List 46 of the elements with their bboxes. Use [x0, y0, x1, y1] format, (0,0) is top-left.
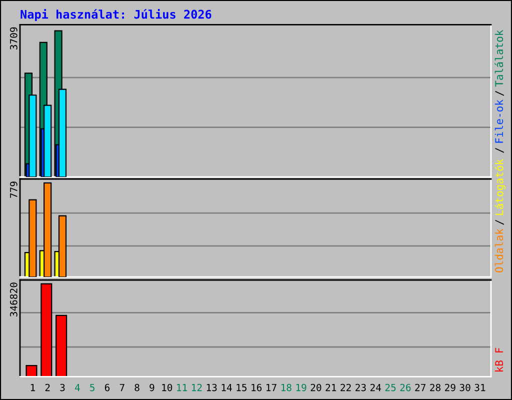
- x-tick-label: 10: [162, 384, 172, 392]
- x-tick-label: 17: [266, 384, 276, 392]
- x-tick-label: 18: [281, 384, 292, 392]
- x-tick-label: 4: [74, 384, 80, 392]
- bar: [44, 182, 52, 277]
- x-tick-label: 31: [474, 384, 486, 392]
- x-tick-label: 20: [310, 384, 322, 392]
- x-tick-label: 28: [430, 384, 440, 392]
- x-tick-label: 22: [340, 384, 351, 392]
- text: kB F: [494, 348, 503, 372]
- bar: [58, 215, 67, 277]
- x-tick-label: 16: [252, 384, 262, 392]
- x-tick-label: 21: [326, 384, 336, 392]
- text: /: [495, 220, 504, 225]
- x-tick-label: 27: [415, 384, 426, 392]
- x-tick-label: 3: [60, 384, 65, 392]
- chart-title: Napi használat: Július 2026: [20, 8, 212, 22]
- text: 3709: [10, 27, 18, 50]
- x-tick-label: 5: [90, 384, 94, 392]
- x-tick-label: 26: [400, 384, 411, 392]
- text: Találatok: [494, 30, 504, 87]
- x-tick-label: 7: [120, 384, 124, 392]
- text: 346820: [10, 282, 18, 316]
- text: File-ok: [494, 100, 504, 143]
- x-tick-label: 29: [445, 384, 456, 392]
- x-tick-label: 9: [150, 384, 154, 392]
- x-tick-label: 19: [296, 384, 306, 392]
- x-tick-label: 6: [104, 384, 110, 392]
- x-tick-label: 24: [370, 384, 381, 392]
- x-tick-label: 12: [192, 384, 202, 392]
- x-tick-label: 1: [30, 384, 35, 392]
- x-tick-label: 23: [356, 384, 366, 392]
- text: 779: [10, 182, 18, 198]
- bar: [28, 199, 37, 277]
- x-tick-label: 14: [222, 384, 232, 392]
- text: Látogatók: [494, 158, 506, 215]
- text: Oldalak: [494, 228, 504, 272]
- text: /: [495, 148, 504, 153]
- x-tick-label: 11: [177, 384, 187, 392]
- x-tick-label: 13: [206, 384, 217, 392]
- x-tick-label: 15: [236, 384, 246, 392]
- x-tick-label: 2: [45, 384, 50, 392]
- x-tick-label: 8: [134, 384, 140, 392]
- x-tick-label: 30: [460, 384, 470, 392]
- text: /: [495, 90, 504, 96]
- x-tick-label: 25: [385, 384, 396, 392]
